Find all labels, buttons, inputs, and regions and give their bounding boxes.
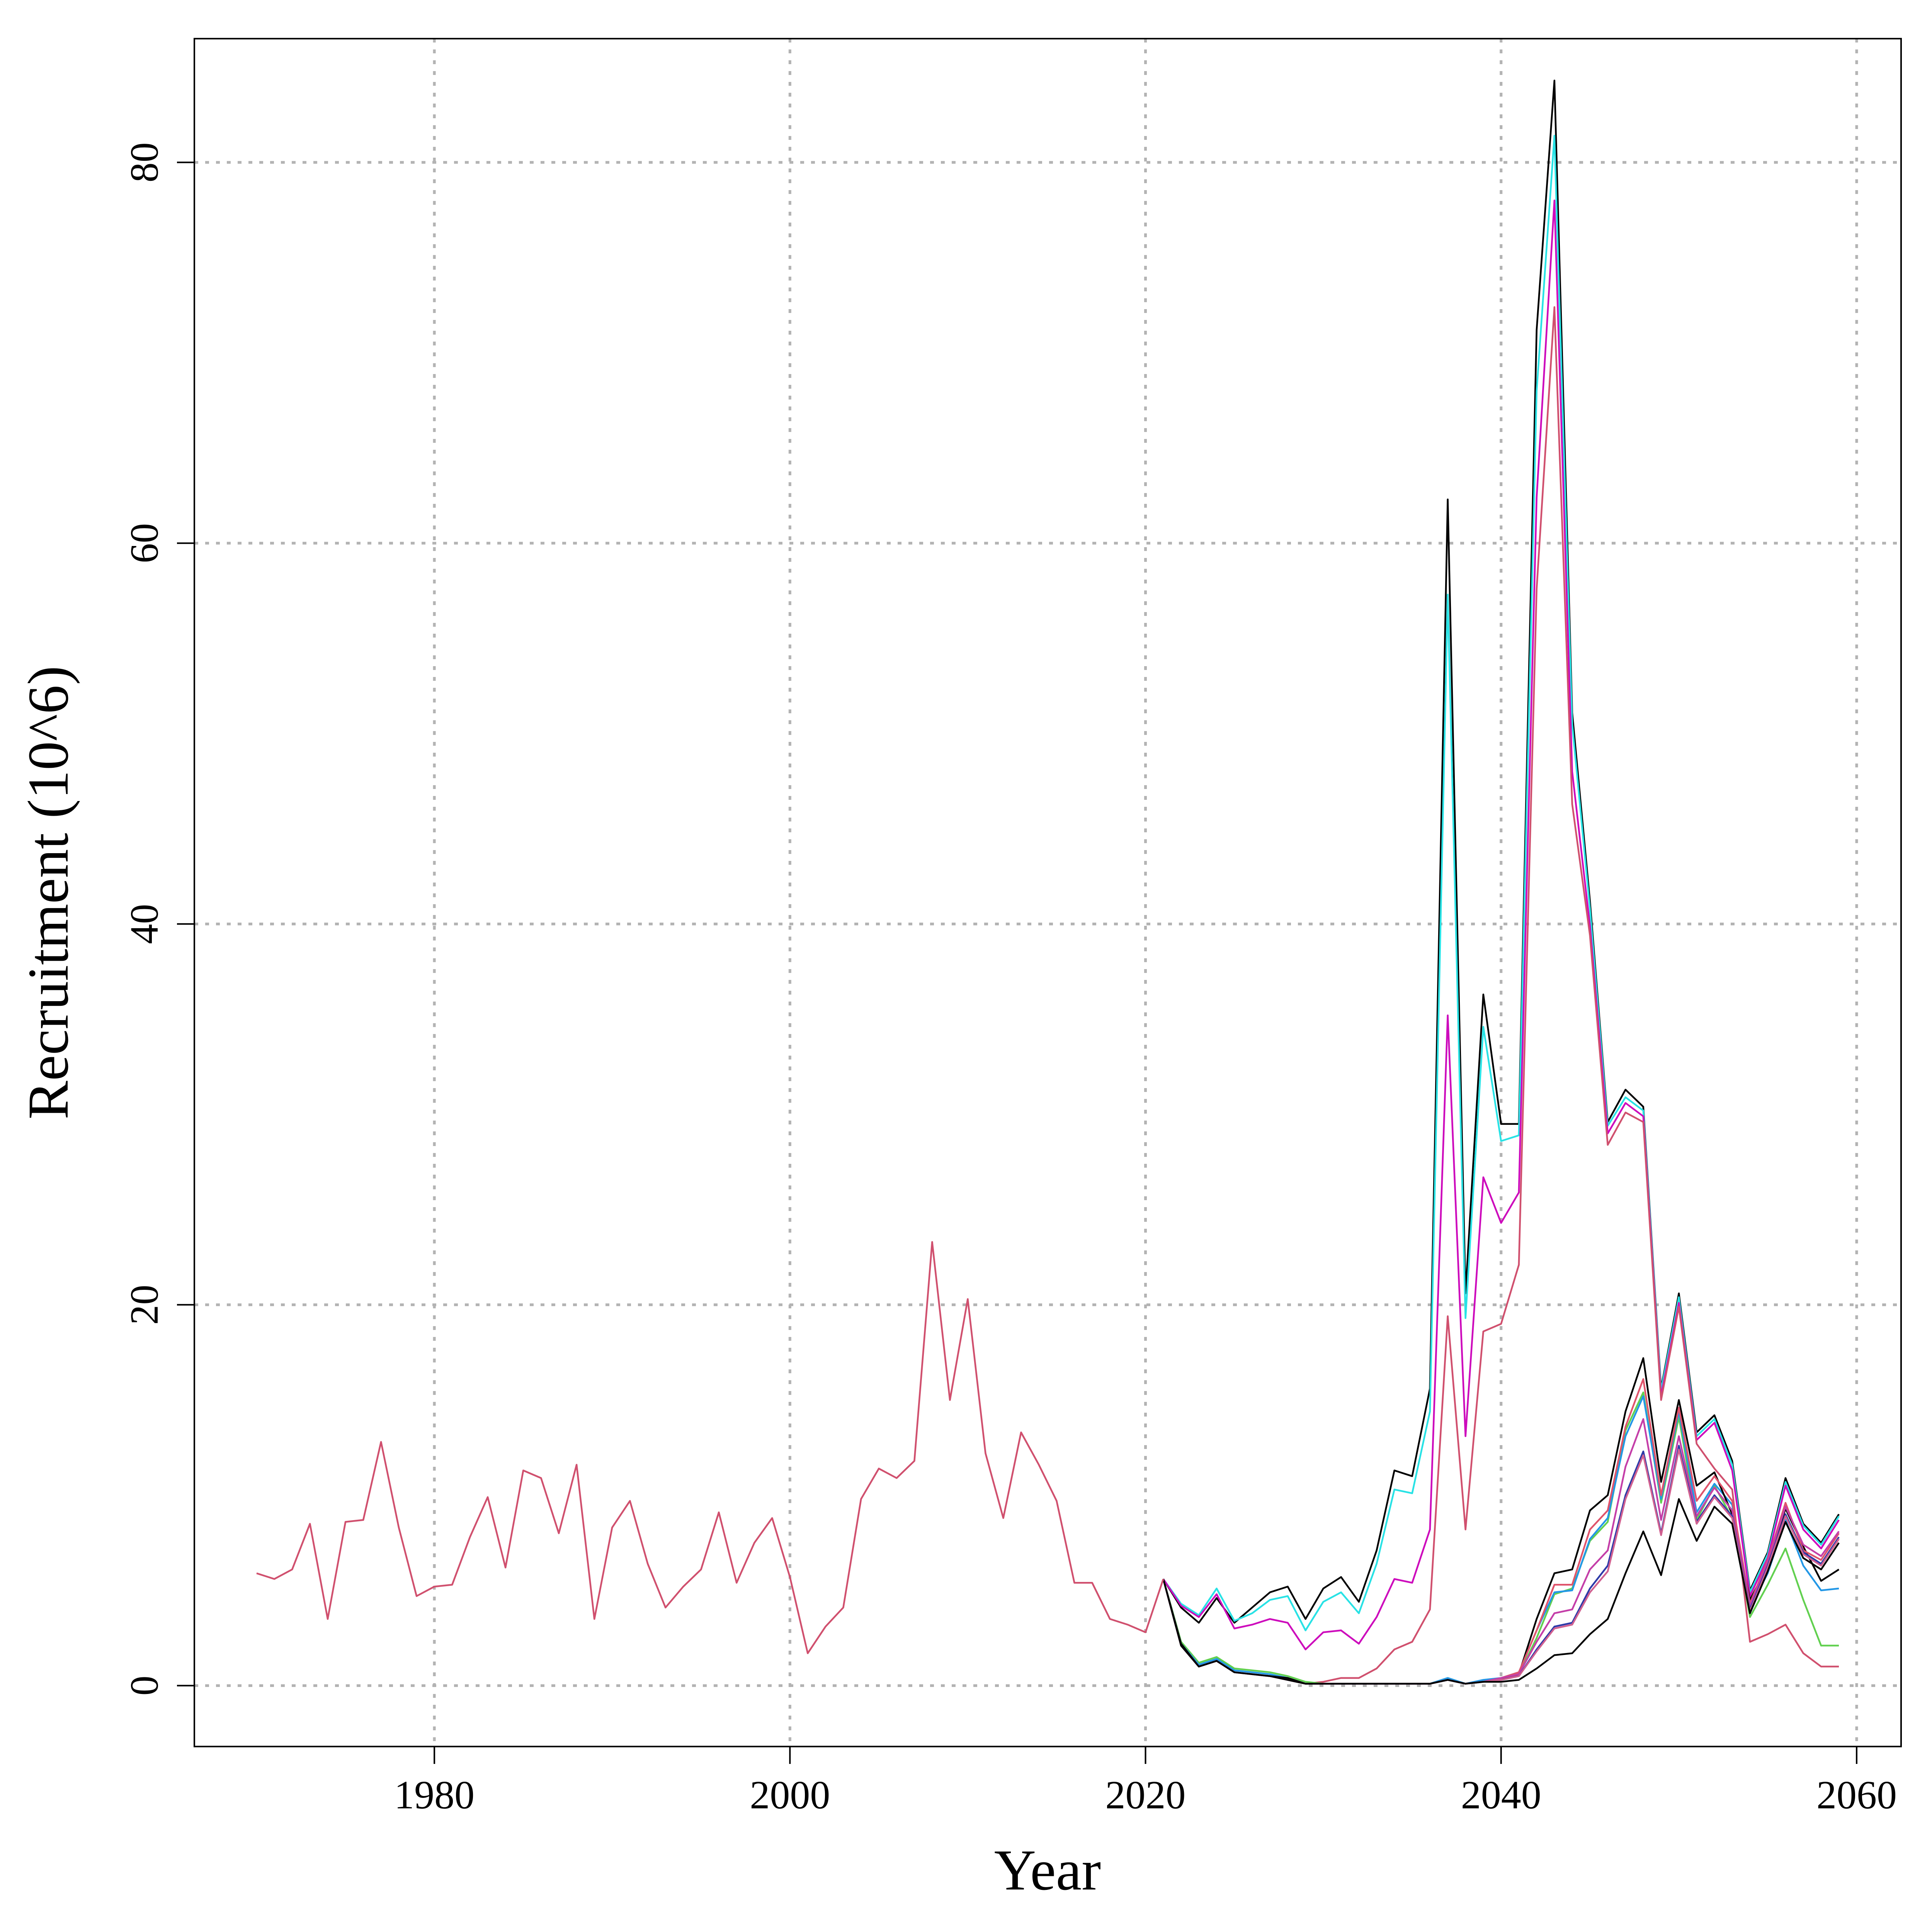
projection-series-line-12 (1162, 1498, 1840, 1685)
x-tick-label-1980: 1980 (394, 1773, 474, 1817)
x-tick-label-2000: 2000 (750, 1773, 830, 1817)
x-tick-label-2060: 2060 (1816, 1773, 1897, 1817)
y-tick-label-80: 80 (122, 142, 167, 182)
x-tick-label-2040: 2040 (1461, 1773, 1541, 1817)
grid-layer (194, 39, 1901, 1747)
x-tick-label-2020: 2020 (1105, 1773, 1186, 1817)
y-tick-label-20: 20 (122, 1285, 167, 1325)
projection-series-line-3 (1162, 199, 1840, 1650)
plot-frame (194, 38, 1902, 1747)
x-axis-title: Year (994, 1838, 1101, 1902)
series-layer (256, 80, 1840, 1685)
historical-series-line (256, 1241, 1164, 1654)
y-tick-label-0: 0 (122, 1675, 167, 1696)
projection-series-line-4 (1162, 306, 1839, 1685)
y-tick-label-40: 40 (122, 904, 167, 944)
projection-series-line-1 (1162, 80, 1840, 1624)
projection-series-line-2 (1162, 135, 1840, 1631)
y-axis-title: Recruitment (10^6) (16, 666, 80, 1119)
y-tick-label-60: 60 (122, 523, 167, 563)
